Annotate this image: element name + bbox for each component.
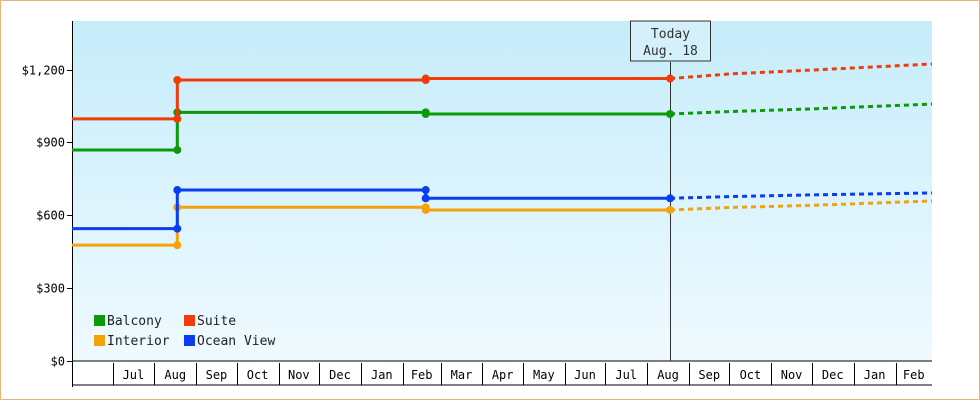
legend-swatch-ocean-view [184, 335, 195, 346]
series-layer [72, 62, 933, 250]
x-tick-label: Jan [864, 368, 886, 382]
y-tick-label: $1,200 [22, 64, 65, 78]
legend-swatch-balcony [94, 315, 105, 326]
x-axis: Jul Aug Sep Oct Nov Dec Jan Feb Mar Apr May Jun Jul A… [72, 360, 932, 386]
x-tick-label: Jan [371, 368, 393, 382]
legend-swatch-interior [94, 335, 105, 346]
y-tick-label: $900 [36, 136, 65, 150]
data-point-ocean-view [173, 224, 182, 233]
y-tick-label: $600 [36, 209, 65, 223]
legend: Balcony Suite Interior Ocean View [94, 314, 275, 349]
x-tick-label: Nov [781, 368, 803, 382]
data-point-ocean-view [421, 186, 430, 195]
y-tick-label: $0 [51, 355, 65, 369]
data-point-ocean-view [173, 186, 182, 195]
x-tick-label: Aug [657, 368, 679, 382]
legend-label-suite: Suite [197, 314, 236, 329]
x-tick-label: Mar [451, 368, 473, 382]
data-point-interior [421, 205, 430, 214]
legend-swatch-suite [184, 315, 195, 326]
x-tick-label: Feb [903, 368, 925, 382]
x-tick-label: May [533, 368, 555, 382]
x-tick-label: Dec [329, 368, 351, 382]
data-point-ocean-view [666, 194, 675, 203]
today-marker: Today Aug. 18 [630, 20, 711, 361]
data-point-ocean-view [421, 194, 430, 203]
series-projection-ocean-view [670, 191, 933, 200]
data-point-suite [173, 114, 182, 123]
x-tick-label: Jul [615, 368, 637, 382]
x-tick-label: Jun [574, 368, 596, 382]
x-tick-label: Sep [698, 368, 720, 382]
data-point-suite [173, 76, 182, 85]
data-point-suite [421, 74, 430, 83]
x-tick-label: Oct [247, 368, 269, 382]
y-axis: $0 $300 $600 $900 $1,200 [22, 21, 73, 387]
series-line-ocean-view [72, 188, 671, 231]
x-tick-label: Dec [822, 368, 844, 382]
series-projection-suite [669, 62, 933, 81]
data-point-balcony [421, 110, 430, 119]
today-title: Today [651, 27, 690, 42]
x-tick-label: Sep [206, 368, 228, 382]
x-tick-label: Jul [123, 368, 145, 382]
series-line-suite [72, 77, 671, 121]
series-line-interior [72, 205, 671, 247]
data-point-interior [666, 205, 675, 214]
data-point-interior [173, 241, 182, 250]
series-line-balcony [72, 110, 671, 152]
series-projection-balcony [670, 102, 933, 116]
series-projection-interior [670, 199, 933, 212]
data-point-balcony [173, 145, 182, 154]
legend-label-balcony: Balcony [107, 314, 162, 329]
data-point-balcony [666, 110, 675, 119]
data-point-suite [666, 74, 675, 83]
today-date-label: Aug. 18 [643, 44, 698, 59]
x-tick-label: Apr [492, 368, 514, 382]
x-tick-label: Oct [740, 368, 762, 382]
x-tick-label: Aug [164, 368, 186, 382]
legend-label-interior: Interior [107, 334, 170, 349]
today-box [630, 20, 711, 62]
y-tick-label: $300 [36, 282, 65, 296]
x-tick-label: Nov [288, 368, 310, 382]
x-tick-label: Feb [411, 368, 433, 382]
legend-label-ocean-view: Ocean View [197, 334, 275, 349]
